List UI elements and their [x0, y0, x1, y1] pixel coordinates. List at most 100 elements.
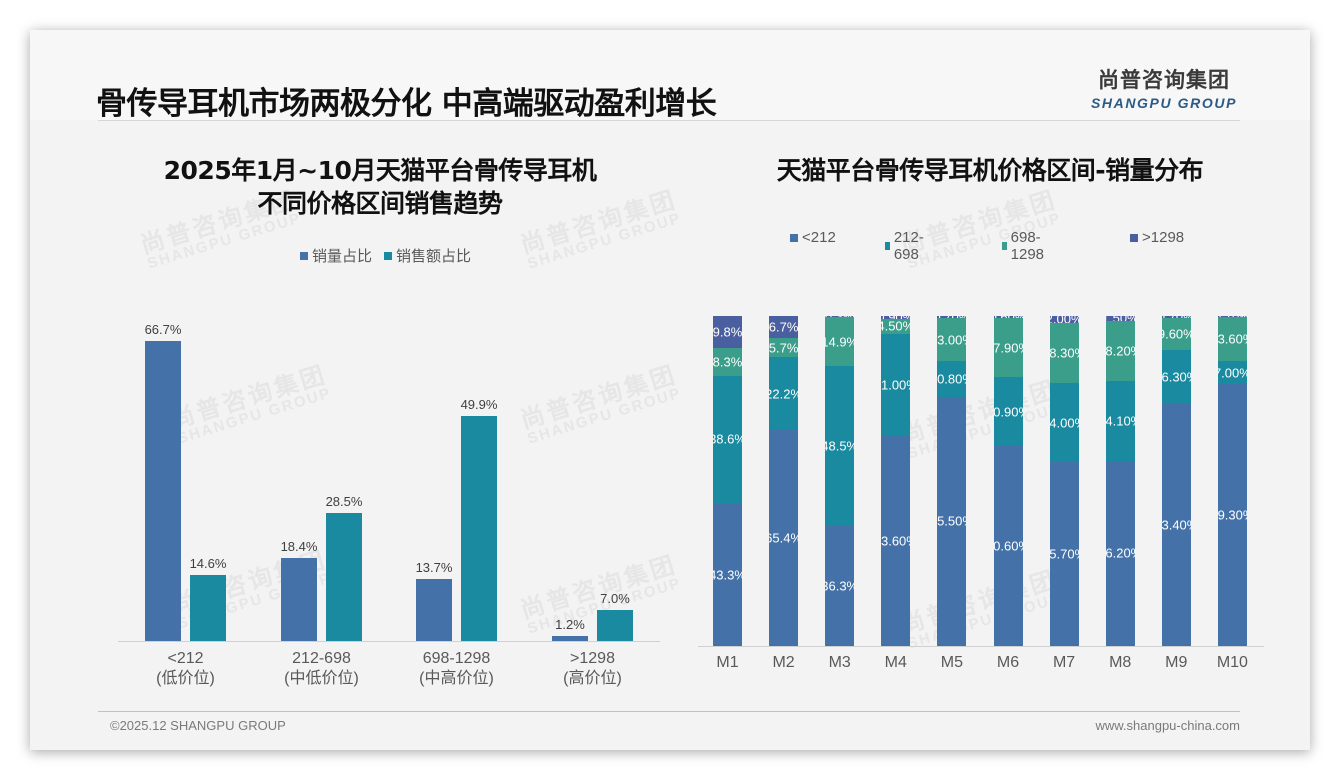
stack-segment: 24.00%	[1049, 382, 1079, 463]
stack-segment: 75.50%	[937, 396, 967, 646]
segment-value-label: 6.7%	[769, 319, 799, 335]
stack-segment: 24.10%	[1105, 381, 1135, 461]
segment-value-label: 14.9%	[825, 334, 854, 350]
bar-value-label: 66.7%	[144, 321, 182, 337]
segment-value-label: 0.3%	[825, 316, 854, 317]
stack-segment: 36.3%	[825, 526, 855, 646]
x-tick-label: M9	[1165, 654, 1188, 671]
stack-segment: 43.3%	[713, 503, 742, 646]
x-axis-line	[698, 646, 1264, 647]
stack-segment: 9.8%	[713, 316, 742, 349]
stack-segment: 48.5%	[825, 366, 855, 527]
left-chart-plot: 66.7% 14.6% <212 (低价位) 18.4% 28.5% 212-698 (中低价…	[30, 30, 670, 730]
bar-sales-amount	[461, 416, 497, 641]
stack-segment: 13.60%	[1217, 316, 1247, 362]
segment-value-label: 48.5%	[825, 438, 854, 454]
bar-sales-amount	[597, 609, 633, 641]
segment-value-label: 60.60%	[993, 538, 1023, 554]
category-range: >1298	[570, 650, 615, 667]
segment-value-label: 36.3%	[825, 578, 854, 594]
category-tier: (中低价位)	[284, 670, 359, 687]
stack-segment: 22.2%	[769, 356, 799, 431]
segment-value-label: 0.70%	[1162, 316, 1191, 318]
bar-sales-volume	[416, 579, 452, 641]
legend-item-sales-amount: 销售额占比	[384, 245, 471, 266]
x-tick-label: M7	[1052, 654, 1076, 671]
legend-item: 698-1298	[1002, 229, 1047, 263]
segment-value-label: 16.30%	[1161, 369, 1191, 385]
left-chart-title-line2: 不同价格区间销售趋势	[257, 189, 503, 218]
x-tick-label: M6	[996, 654, 1020, 671]
segment-value-label: 0.90%	[881, 316, 910, 319]
x-tick-label: M2	[772, 654, 795, 671]
stack-segment: 56.20%	[1105, 460, 1135, 646]
legend-swatch-icon	[384, 251, 393, 260]
stack-segment: 31.00%	[881, 333, 911, 437]
stack-segment: 2.00%	[1049, 316, 1079, 323]
x-tick-label: M4	[884, 654, 907, 671]
left-chart-title-line1: 2025年1月~10月天猫平台骨传导耳机	[163, 156, 597, 185]
bar-value-label: 28.5%	[325, 493, 363, 509]
category-range: <212	[167, 650, 204, 667]
slide-header-band	[30, 30, 1310, 120]
stack-segment: 18.20%	[1105, 320, 1135, 381]
segment-value-label: 0.70%	[937, 316, 966, 318]
logo: 尚普咨询集团 SHANGPU GROUP	[1088, 64, 1240, 111]
segment-value-label: 8.3%	[713, 354, 742, 370]
bar-value-label: 7.0%	[600, 590, 630, 606]
category-label: 212-698 (中低价位)	[257, 649, 387, 689]
stack-segment: 18.30%	[1049, 322, 1079, 383]
legend-label: 销售额占比	[396, 248, 472, 265]
bar-value-label: 1.2%	[555, 616, 585, 632]
bar-value-label: 18.4%	[280, 539, 318, 555]
bar-sales-volume	[281, 558, 317, 641]
stack-segment: 10.80%	[937, 361, 967, 397]
stack-segment: 7.00%	[1217, 361, 1247, 385]
segment-value-label: 63.60%	[881, 533, 910, 549]
segment-value-label: 24.10%	[1105, 413, 1135, 429]
left-chart-legend: 销量占比 销售额占比	[300, 245, 483, 266]
x-tick-label: M8	[1109, 654, 1132, 671]
segment-value-label: 5.7%	[769, 340, 799, 355]
stack-segment: 6.7%	[769, 316, 799, 339]
footer-divider	[98, 711, 1240, 712]
stack-segment: 73.40%	[1161, 403, 1191, 646]
segment-value-label: 0.60%	[994, 316, 1023, 318]
category-label: 698-1298 (中高价位)	[392, 649, 522, 689]
category-tier: (高价位)	[563, 670, 622, 687]
legend-label: 212-698	[893, 229, 924, 263]
x-tick-label: M1	[716, 654, 739, 671]
segment-value-label: 22.2%	[769, 386, 798, 402]
legend-swatch-icon	[300, 251, 308, 260]
right-chart-title: 天猫平台骨传导耳机价格区间-销量分布	[776, 156, 1204, 185]
slide: 骨传导耳机市场两极分化 中高端驱动盈利增长 尚普咨询集团 SHANGPU GRO…	[30, 30, 1310, 750]
legend-item: >1298	[1130, 229, 1184, 246]
segment-value-label: 9.8%	[713, 324, 742, 340]
segment-value-label: 4.50%	[881, 318, 910, 334]
stack-segment: 8.3%	[713, 348, 742, 376]
segment-value-label: 43.3%	[713, 567, 742, 583]
logo-cn: 尚普咨询集团	[1098, 68, 1230, 92]
bar-sales-amount	[190, 575, 226, 641]
bar-value-label: 14.6%	[189, 556, 227, 572]
segment-value-label: 55.70%	[1049, 546, 1079, 562]
segment-value-label: 1.50%	[1106, 316, 1135, 321]
segment-value-label: 2.00%	[1050, 316, 1079, 323]
legend-item-sales-volume: 销量占比	[300, 245, 372, 266]
footer-website-link[interactable]: www.shangpu-china.com	[1095, 718, 1240, 733]
stack-segment: 0.60%	[993, 316, 1023, 318]
stack-segment: 17.90%	[993, 317, 1023, 378]
stack-segment: 60.60%	[993, 446, 1023, 646]
bar-sales-volume	[145, 340, 181, 641]
segment-value-label: 73.40%	[1161, 517, 1191, 533]
stack-segment: 9.60%	[1161, 318, 1191, 350]
stack-segment: 4.50%	[881, 318, 911, 334]
segment-value-label: 24.00%	[1049, 415, 1079, 431]
bar-sales-amount	[326, 512, 362, 641]
stack-segment: 20.90%	[993, 377, 1023, 447]
stack-segment: 65.4%	[769, 430, 799, 646]
category-tier: (低价位)	[156, 670, 215, 687]
stack-segment: 55.70%	[1049, 462, 1079, 646]
segment-value-label: 17.90%	[993, 340, 1023, 355]
stack-segment: 79.30%	[1217, 384, 1247, 646]
